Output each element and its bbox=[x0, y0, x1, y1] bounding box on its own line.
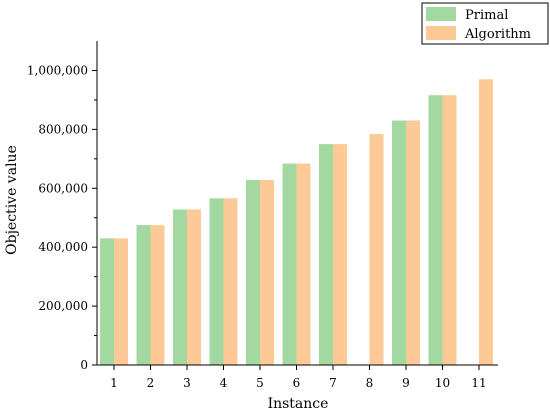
bar-algorithm-10 bbox=[442, 95, 457, 366]
bar-algorithm-9 bbox=[406, 120, 420, 365]
ticks-group: 0 200,000 400,000 600,000 800,000 1,000,000 1 2… bbox=[27, 63, 487, 390]
bar-primal-1 bbox=[100, 238, 114, 365]
legend-swatch-primal bbox=[426, 7, 456, 21]
bar-primal-3 bbox=[173, 209, 187, 365]
bar-algorithm-8 bbox=[369, 134, 384, 365]
legend-label-algorithm: Algorithm bbox=[464, 27, 531, 42]
x-tick-label: 2 bbox=[147, 376, 155, 390]
bar-primal-7 bbox=[319, 144, 333, 365]
bar-algorithm-6 bbox=[296, 163, 311, 365]
y-tick-label: 400,000 bbox=[38, 240, 88, 254]
legend-label-primal: Primal bbox=[465, 8, 508, 23]
x-tick-label: 10 bbox=[435, 376, 450, 390]
bar-primal-5 bbox=[246, 180, 260, 365]
bar-algorithm-1 bbox=[114, 238, 128, 365]
bar-algorithm-11 bbox=[479, 79, 493, 366]
bars-group bbox=[100, 79, 493, 366]
x-tick-label: 1 bbox=[110, 376, 118, 390]
x-tick-label: 7 bbox=[329, 376, 337, 390]
bar-algorithm-2 bbox=[150, 225, 165, 365]
bar-algorithm-5 bbox=[260, 180, 274, 365]
bar-algorithm-7 bbox=[333, 144, 347, 365]
y-tick-label: 200,000 bbox=[38, 299, 88, 313]
bar-primal-2 bbox=[136, 225, 151, 365]
bar-primal-9 bbox=[392, 120, 406, 365]
x-tick-label: 3 bbox=[183, 376, 191, 390]
y-tick-label: 600,000 bbox=[38, 181, 88, 195]
bar-algorithm-3 bbox=[187, 209, 201, 365]
bar-primal-10 bbox=[428, 95, 443, 366]
y-tick-label: 800,000 bbox=[38, 122, 88, 136]
axes-group bbox=[96, 41, 498, 366]
x-tick-label: 4 bbox=[220, 376, 228, 390]
x-tick-label: 6 bbox=[293, 376, 301, 390]
x-tick-label: 5 bbox=[256, 376, 264, 390]
bar-primal-4 bbox=[209, 198, 224, 365]
legend-swatch-algorithm bbox=[426, 26, 456, 40]
legend: Primal Algorithm bbox=[421, 2, 549, 45]
x-axis-title: Instance bbox=[268, 396, 329, 412]
x-tick-label: 8 bbox=[366, 376, 374, 390]
x-tick-label: 9 bbox=[402, 376, 410, 390]
bar-primal-6 bbox=[282, 163, 297, 365]
y-tick-label: 1,000,000 bbox=[27, 63, 88, 77]
y-tick-label: 0 bbox=[80, 358, 88, 372]
y-axis-title: Objective value bbox=[4, 145, 20, 255]
bar-algorithm-4 bbox=[223, 198, 238, 365]
x-tick-label: 11 bbox=[471, 376, 486, 390]
